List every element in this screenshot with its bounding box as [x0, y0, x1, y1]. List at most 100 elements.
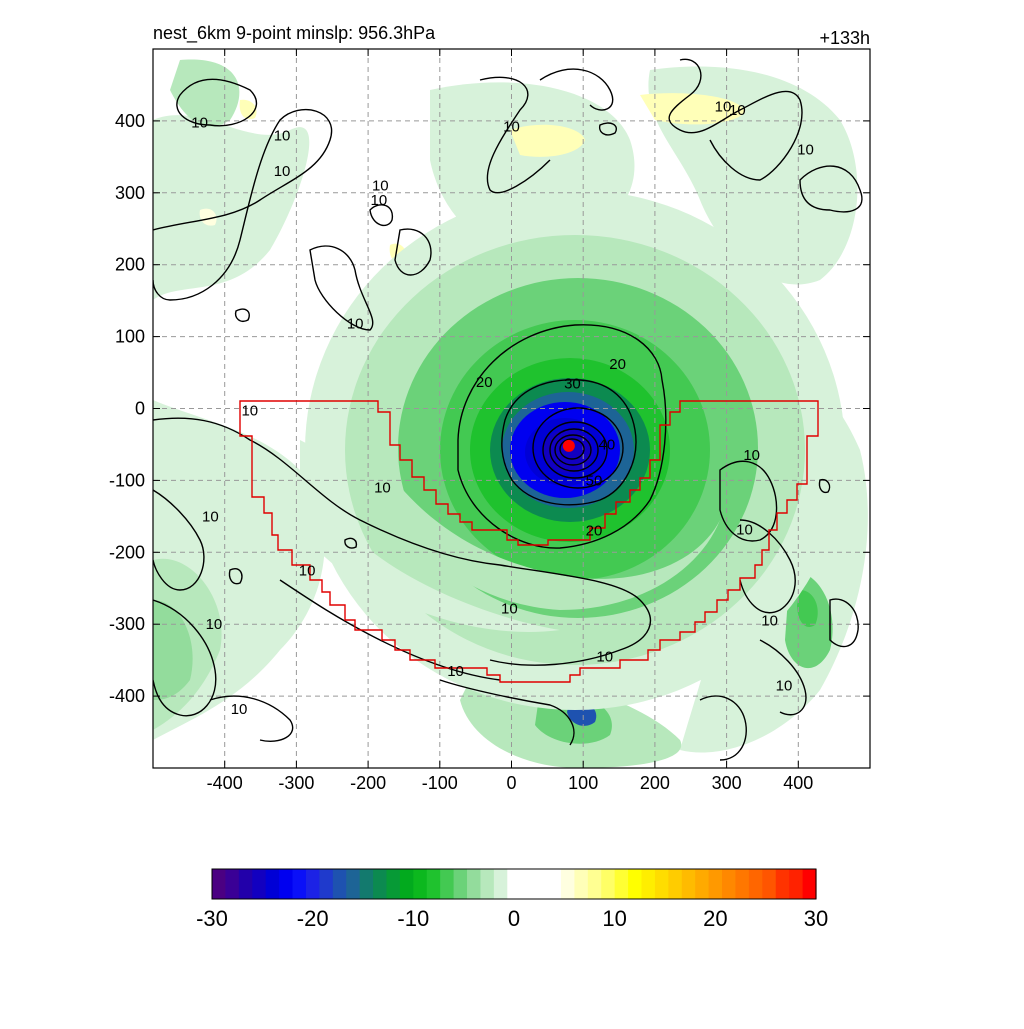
- colorbar-swatch: [534, 869, 549, 899]
- contour-label: 20: [609, 356, 626, 373]
- nest-domain-outline: [239, 400, 819, 683]
- colorbar-swatch: [319, 869, 334, 899]
- contour-label: 10: [797, 142, 814, 159]
- contour-label: 10: [371, 192, 388, 209]
- x-tick-label: -200: [350, 773, 386, 793]
- y-tick-label: 400: [115, 111, 145, 131]
- colorbar-swatch: [225, 869, 240, 899]
- contour-label: 10: [503, 119, 520, 136]
- colorbar-tick-label: 20: [703, 906, 727, 931]
- contour-line: [344, 537, 358, 549]
- contour-line-40: [532, 407, 624, 489]
- contour-line: [153, 108, 333, 301]
- colorbar-swatch: [386, 869, 401, 899]
- contour-line: [719, 460, 778, 542]
- y-tick-label: 0: [135, 399, 145, 419]
- contour-label: 10: [191, 114, 208, 131]
- contour-line: [309, 245, 374, 331]
- colorbar-tick-label: -10: [397, 906, 429, 931]
- colorbar-swatch: [413, 869, 428, 899]
- colorbar-swatch: [252, 869, 267, 899]
- contour-label: 10: [374, 480, 391, 497]
- colorbar-swatch: [359, 869, 374, 899]
- colorbar: [212, 869, 817, 899]
- contour-line: [394, 228, 432, 276]
- colorbar-swatch: [574, 869, 589, 899]
- colorbar-swatch: [346, 869, 361, 899]
- contour-label: 20: [586, 523, 603, 540]
- field-patch: [797, 590, 818, 628]
- storm-eye-marker: [562, 439, 575, 452]
- colorbar-swatch: [480, 869, 495, 899]
- contour-label: 10: [241, 403, 258, 420]
- colorbar-swatch: [467, 869, 482, 899]
- contour-line: [479, 76, 551, 194]
- contour-line: [153, 599, 217, 717]
- y-tick-label: -200: [109, 542, 145, 562]
- contour-label: 10: [729, 102, 746, 119]
- colorbar-swatch: [279, 869, 294, 899]
- x-tick-label: -400: [207, 773, 243, 793]
- colorbar-tick-label: 30: [804, 906, 828, 931]
- contour-line-inner: [554, 434, 592, 466]
- contour-line: [699, 695, 747, 761]
- contour-label: 10: [776, 677, 793, 694]
- x-tick-label: 400: [783, 773, 813, 793]
- contour-line: [153, 489, 205, 591]
- contour-line: [668, 58, 803, 181]
- contour-label: 10: [743, 447, 760, 464]
- colorbar-swatch: [292, 869, 307, 899]
- colorbar-swatch: [212, 869, 227, 899]
- colorbar-swatch: [802, 869, 817, 899]
- contour-line: [439, 679, 575, 746]
- x-tick-label: 0: [506, 773, 516, 793]
- contour-label: 10: [299, 562, 316, 579]
- colorbar-tick-label: 10: [602, 906, 626, 931]
- contour-label: 10: [501, 600, 518, 617]
- colorbar-swatch: [681, 869, 696, 899]
- contour-label: 10: [274, 127, 291, 144]
- contour-labels: 1010101010101010101010101010101010101010…: [191, 99, 814, 719]
- contour-label: 40: [599, 436, 616, 453]
- colorbar-swatch: [520, 869, 535, 899]
- contour-line-inner: [549, 428, 599, 472]
- time-label: +133h: [819, 28, 870, 48]
- colorbar-swatch: [775, 869, 790, 899]
- colorbar-swatch: [587, 869, 602, 899]
- chart-title: nest_6km 9-point minslp: 956.3hPa: [153, 23, 436, 44]
- contour-line: [279, 579, 501, 681]
- x-tick-label: -100: [422, 773, 458, 793]
- colorbar-tick-label: 0: [508, 906, 520, 931]
- colorbar-swatch: [265, 869, 280, 899]
- contour-label: 10: [715, 99, 732, 116]
- contour-line: [598, 122, 617, 136]
- contour-line: [176, 78, 258, 127]
- field-patch: [510, 124, 585, 157]
- contour-label: 10: [347, 316, 364, 333]
- x-tick-label: 100: [568, 773, 598, 793]
- contour-label: 30: [564, 375, 581, 392]
- colorbar-swatch: [560, 869, 575, 899]
- y-tick-label: 200: [115, 255, 145, 275]
- contour-label: 20: [476, 374, 493, 391]
- contour-line: [818, 478, 831, 494]
- contour-line-inner: [559, 438, 585, 460]
- colorbar-swatch: [668, 869, 683, 899]
- colorbar-swatch: [628, 869, 643, 899]
- colorbar-swatch: [305, 869, 320, 899]
- colorbar-swatch: [440, 869, 455, 899]
- spiral-band: [380, 460, 720, 610]
- colorbar-swatch: [789, 869, 804, 899]
- colorbar-labels: -30 -20 -10 0 10 20 30: [196, 906, 828, 931]
- contour-line: [799, 165, 863, 213]
- y-tick-label: -100: [109, 470, 145, 490]
- contour-label: 10: [274, 163, 291, 180]
- colorbar-swatch: [601, 869, 616, 899]
- colorbar-swatch: [641, 869, 656, 899]
- colorbar-swatch: [722, 869, 737, 899]
- y-tick-label: -400: [109, 686, 145, 706]
- spiral-band: [230, 430, 560, 632]
- x-tick-label: 200: [640, 773, 670, 793]
